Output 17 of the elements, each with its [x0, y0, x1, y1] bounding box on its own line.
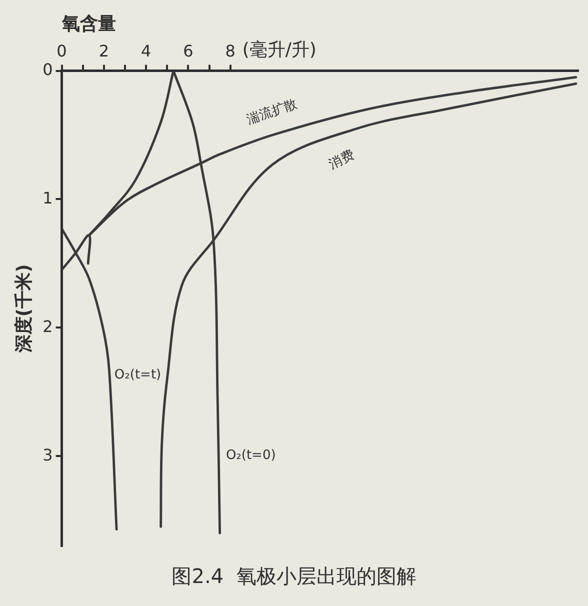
text: (毫升/升): [242, 39, 316, 60]
annotation: O₂(t=t): [114, 367, 162, 382]
x-axis-title: 氧含量: [60, 13, 116, 34]
x-tick-label: 2: [98, 41, 110, 60]
annotation: 湍流扩散: [244, 96, 300, 128]
y-tick-label: 0: [42, 60, 53, 79]
annotation: O₂(t=0): [226, 448, 276, 464]
x-tick-label: 8: [225, 41, 236, 60]
text: 图2.4 氧极小层出现的图解: [172, 564, 416, 588]
y-tick-label: 2: [42, 316, 53, 336]
y-tick-label: 3: [42, 445, 53, 464]
y-tick-label: 1: [42, 188, 53, 208]
x-tick-label: 4: [140, 41, 152, 60]
x-tick-label: 6: [183, 41, 194, 60]
annotation: 消费: [326, 148, 357, 172]
x-tick-label: 0: [56, 41, 67, 60]
y-axis-title: 深度(千米): [13, 264, 34, 354]
